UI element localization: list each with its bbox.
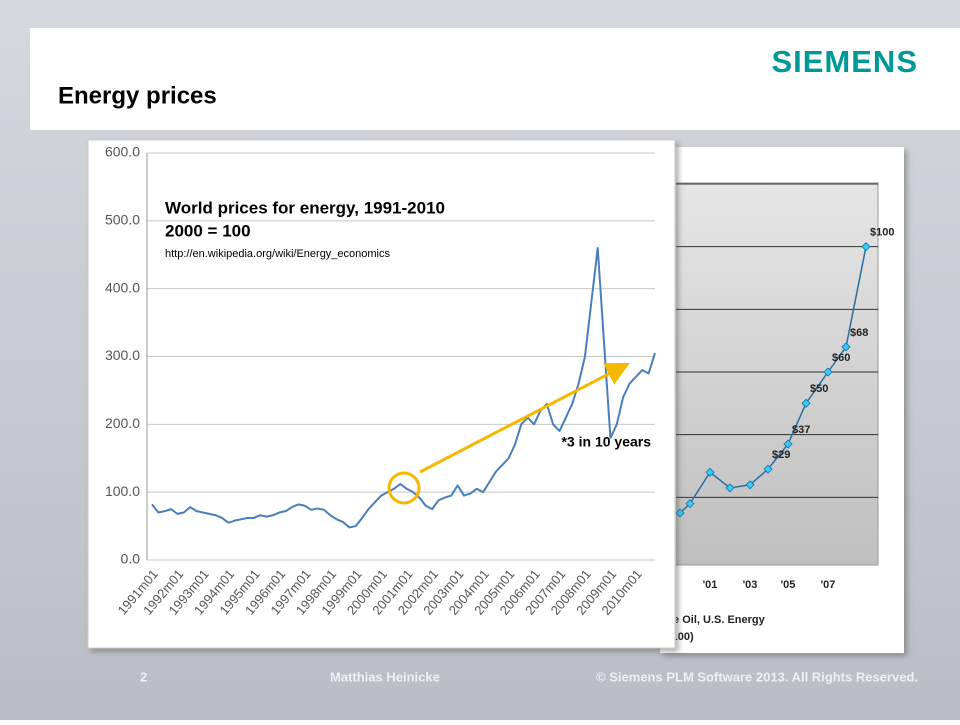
y-tick-label: 300.0 (105, 347, 140, 363)
chart-title: World prices for energy, 1991-2010 (165, 198, 445, 217)
back-chart: $29$37$50$60$68$100'01'03'05'07ele Oil, … (668, 182, 894, 643)
y-tick-label: 600.0 (105, 144, 140, 160)
y-tick-label: 400.0 (105, 279, 140, 295)
x-tick-label: '03 (743, 579, 758, 591)
annotation: *3 in 10 years (561, 434, 651, 450)
x-axis-label: le Oil, U.S. Energy (670, 614, 766, 626)
data-label: $68 (850, 327, 868, 339)
marker (725, 483, 735, 493)
marker (801, 398, 811, 408)
chart-subtitle: 2000 = 100 (165, 221, 251, 240)
data-label: $100 (870, 227, 894, 239)
data-label: $60 (832, 352, 850, 364)
y-tick-label: 200.0 (105, 415, 140, 431)
front-chart-panel (87, 139, 676, 649)
logo: SIEMENS (771, 44, 918, 79)
marker (861, 242, 871, 252)
line (151, 246, 656, 529)
plot-area (676, 182, 879, 566)
data-label: $37 (792, 424, 810, 436)
highlight-circle (387, 471, 421, 505)
marker (685, 499, 695, 509)
x-axis-label: (100) (668, 631, 694, 643)
data-label: $50 (810, 383, 828, 395)
slide-title: Energy prices (58, 82, 217, 109)
marker (676, 508, 685, 518)
header-band (30, 28, 960, 130)
data-label: $29 (772, 449, 790, 461)
y-tick-label: 500.0 (105, 212, 140, 228)
x-tick-label: '07 (821, 579, 836, 591)
source: http://en.wikipedia.org/wiki/Energy_econ… (165, 248, 391, 260)
trend-arrow (419, 362, 630, 474)
footer-author: Matthias Heinicke (330, 669, 440, 684)
y-tick-label: 100.0 (105, 483, 140, 499)
marker (783, 439, 793, 449)
y-tick-label: 0.0 (121, 551, 141, 567)
page-number: 2 (140, 669, 147, 684)
footer-copyright: © Siemens PLM Software 2013. All Rights … (596, 669, 918, 684)
marker (763, 464, 773, 474)
marker (823, 367, 833, 377)
marker (705, 467, 715, 477)
marker (745, 480, 755, 490)
marker (841, 342, 851, 352)
x-tick-label: '01 (703, 579, 718, 591)
x-tick-label: '05 (781, 579, 796, 591)
